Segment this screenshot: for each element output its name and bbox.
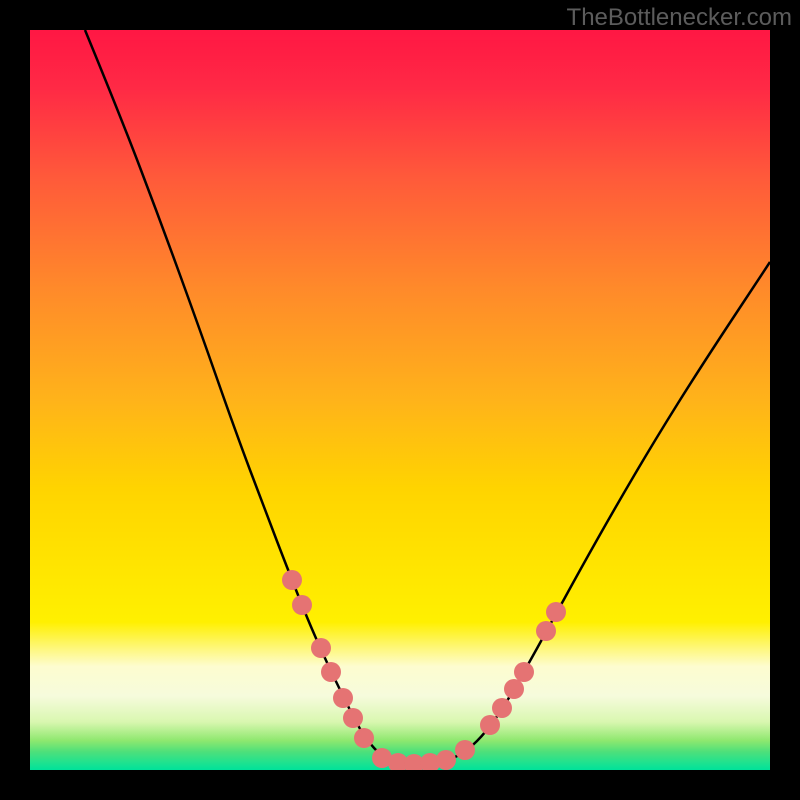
data-marker <box>321 662 341 682</box>
plot-svg <box>30 30 770 770</box>
plot-area <box>30 30 770 770</box>
data-marker <box>292 595 312 615</box>
data-marker <box>480 715 500 735</box>
watermark-text: TheBottlenecker.com <box>567 4 792 32</box>
data-marker <box>333 688 353 708</box>
data-marker <box>436 750 456 770</box>
data-marker <box>546 602 566 622</box>
data-marker <box>536 621 556 641</box>
data-marker <box>343 708 363 728</box>
data-marker <box>514 662 534 682</box>
data-marker <box>492 698 512 718</box>
data-marker <box>311 638 331 658</box>
chart-container: TheBottlenecker.com <box>0 0 800 800</box>
data-marker <box>282 570 302 590</box>
data-marker <box>455 740 475 760</box>
data-marker <box>354 728 374 748</box>
data-marker <box>504 679 524 699</box>
